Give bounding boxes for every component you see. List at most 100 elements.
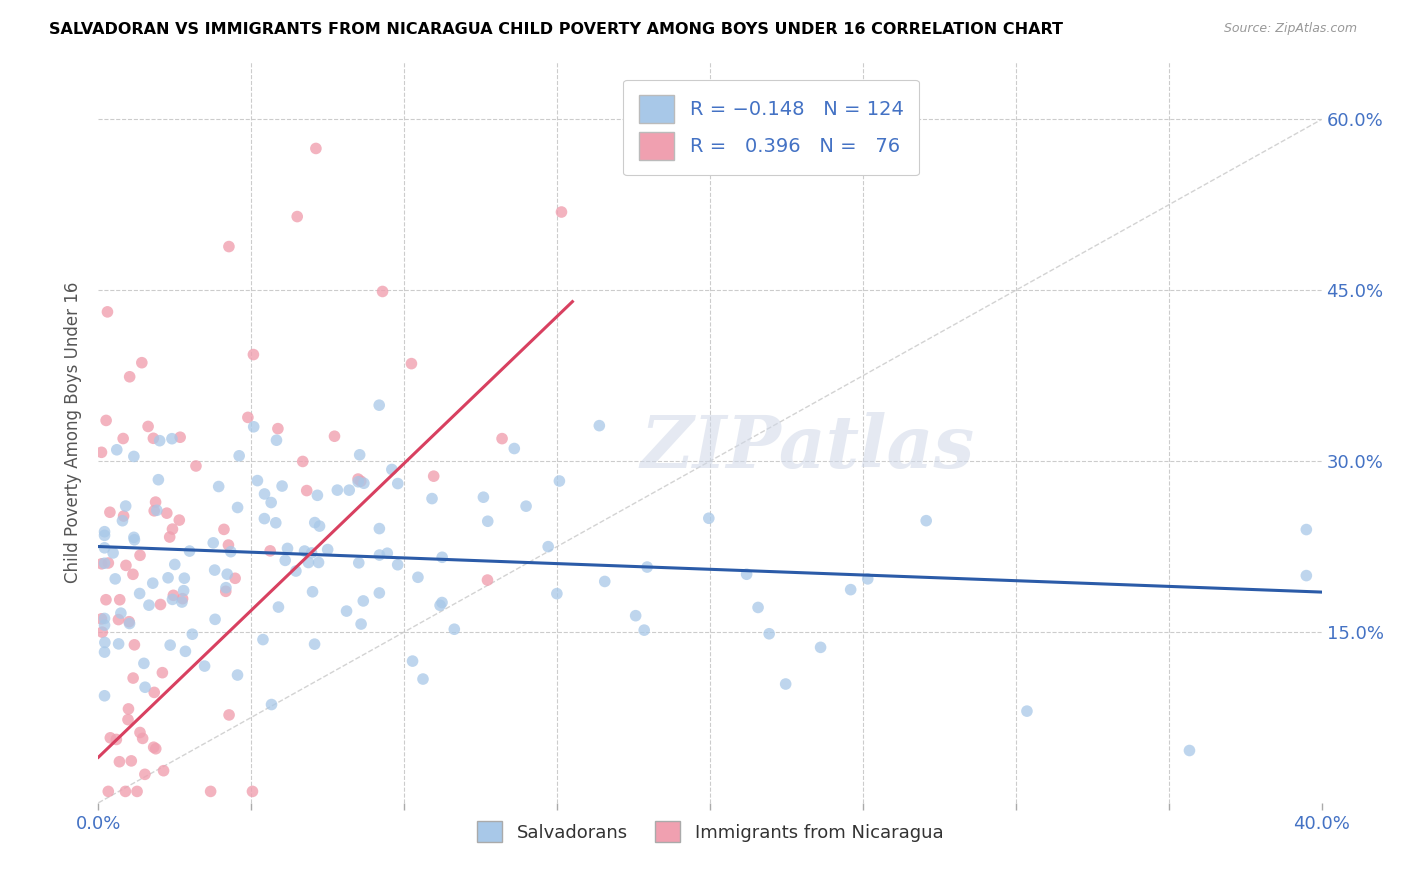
- Point: [308, 519, 330, 533]
- Point: [301, 584, 323, 599]
- Point: [253, 487, 276, 501]
- Point: [308, 556, 330, 570]
- Point: [294, 544, 316, 558]
- Point: [758, 626, 780, 640]
- Point: [291, 454, 314, 468]
- Point: [856, 572, 879, 586]
- Point: [112, 509, 135, 524]
- Point: [204, 563, 226, 577]
- Point: [145, 741, 167, 756]
- Point: [401, 357, 423, 371]
- Point: [276, 541, 298, 556]
- Point: [368, 548, 391, 562]
- Text: SALVADORAN VS IMMIGRANTS FROM NICARAGUA CHILD POVERTY AMONG BOYS UNDER 16 CORREL: SALVADORAN VS IMMIGRANTS FROM NICARAGUA …: [49, 22, 1063, 37]
- Point: [550, 205, 572, 219]
- Point: [118, 616, 141, 631]
- Point: [143, 685, 166, 699]
- Point: [267, 600, 290, 615]
- Point: [125, 784, 148, 798]
- Point: [266, 434, 288, 448]
- Point: [401, 654, 423, 668]
- Point: [264, 516, 287, 530]
- Point: [301, 546, 323, 560]
- Point: [1295, 568, 1317, 582]
- Point: [267, 422, 290, 436]
- Point: [97, 784, 120, 798]
- Point: [412, 672, 434, 686]
- Point: [284, 564, 307, 578]
- Point: [226, 668, 249, 682]
- Point: [170, 595, 193, 609]
- Point: [124, 533, 146, 547]
- Point: [337, 483, 360, 497]
- Point: [152, 764, 174, 778]
- Point: [353, 476, 375, 491]
- Point: [217, 538, 239, 552]
- Point: [134, 767, 156, 781]
- Point: [97, 556, 120, 570]
- Text: Source: ZipAtlas.com: Source: ZipAtlas.com: [1223, 22, 1357, 36]
- Point: [503, 442, 526, 456]
- Point: [915, 514, 938, 528]
- Point: [96, 305, 118, 319]
- Point: [371, 285, 394, 299]
- Point: [94, 635, 117, 649]
- Point: [633, 623, 655, 637]
- Point: [91, 625, 114, 640]
- Point: [138, 598, 160, 612]
- Point: [477, 573, 499, 587]
- Point: [115, 558, 138, 573]
- Point: [162, 592, 184, 607]
- Point: [169, 430, 191, 444]
- Point: [122, 671, 145, 685]
- Point: [93, 528, 115, 542]
- Point: [810, 640, 832, 655]
- Point: [93, 689, 115, 703]
- Point: [120, 754, 142, 768]
- Point: [295, 483, 318, 498]
- Point: [117, 713, 139, 727]
- Point: [242, 784, 264, 798]
- Point: [110, 606, 132, 620]
- Point: [305, 141, 328, 155]
- Point: [588, 418, 610, 433]
- Point: [118, 369, 141, 384]
- Point: [349, 448, 371, 462]
- Point: [430, 595, 453, 609]
- Point: [735, 567, 758, 582]
- Point: [98, 505, 121, 519]
- Point: [131, 731, 153, 746]
- Point: [537, 540, 560, 554]
- Point: [491, 432, 513, 446]
- Point: [145, 495, 167, 509]
- Point: [375, 546, 398, 560]
- Point: [157, 571, 180, 585]
- Point: [347, 556, 370, 570]
- Point: [107, 613, 129, 627]
- Point: [202, 536, 225, 550]
- Point: [326, 483, 349, 497]
- Point: [105, 732, 128, 747]
- Point: [323, 429, 346, 443]
- Point: [218, 707, 240, 722]
- Point: [307, 488, 329, 502]
- Point: [93, 618, 115, 632]
- Point: [548, 474, 571, 488]
- Point: [179, 544, 201, 558]
- Point: [156, 506, 179, 520]
- Point: [149, 598, 172, 612]
- Point: [242, 347, 264, 361]
- Point: [94, 413, 117, 427]
- Point: [215, 584, 238, 599]
- Point: [142, 740, 165, 755]
- Point: [472, 490, 495, 504]
- Point: [112, 432, 135, 446]
- Point: [173, 583, 195, 598]
- Point: [297, 556, 319, 570]
- Point: [226, 500, 249, 515]
- Point: [131, 356, 153, 370]
- Text: ZIPatlas: ZIPatlas: [641, 412, 974, 483]
- Point: [350, 617, 373, 632]
- Point: [122, 530, 145, 544]
- Point: [593, 574, 616, 589]
